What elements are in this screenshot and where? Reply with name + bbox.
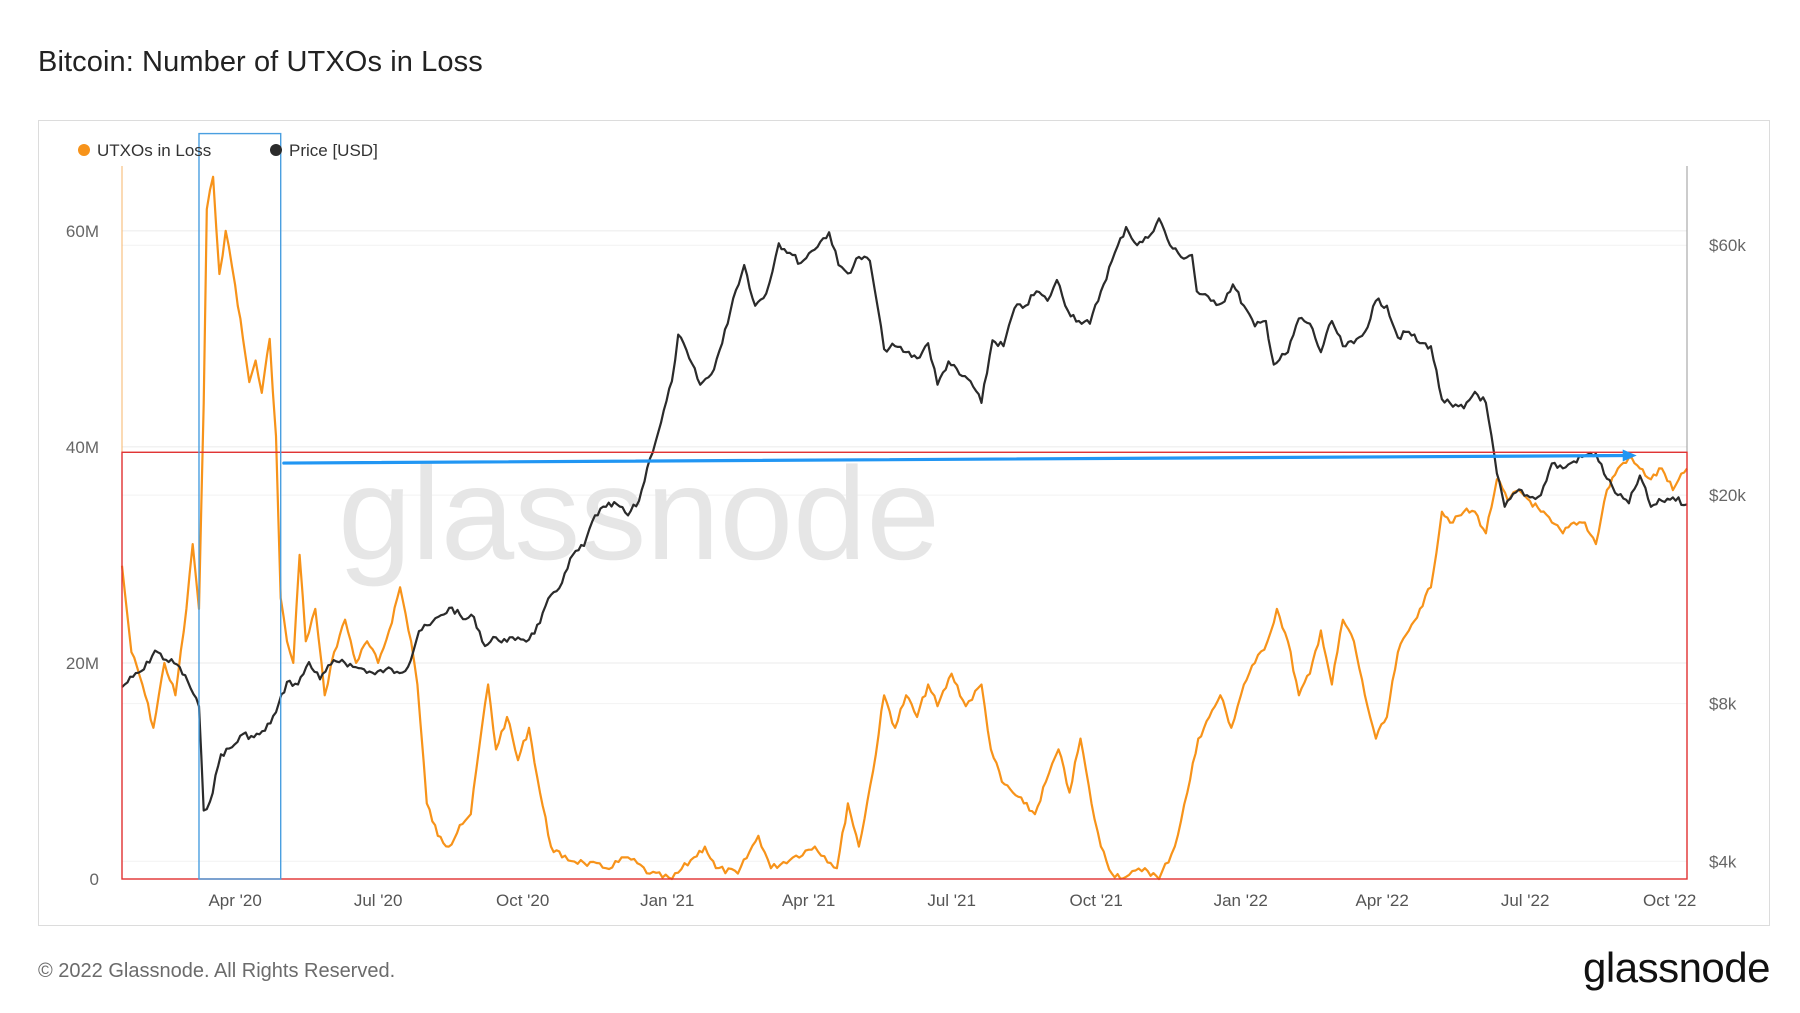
y-left-tick-label: 20M <box>66 654 99 673</box>
x-tick-label: Jul '22 <box>1501 891 1550 910</box>
y-right-tick-label: $60k <box>1709 236 1746 255</box>
y-left-tick-label: 0 <box>90 870 99 889</box>
x-tick-label: Apr '20 <box>208 891 261 910</box>
x-tick-label: Jan '22 <box>1214 891 1268 910</box>
chart-frame: glassnode 0 20M 40M 60M $4k $8k $20k $60k Apr '20… <box>38 120 1770 926</box>
legend-label-0: UTXOs in Loss <box>97 141 211 160</box>
x-tick-label: Jul '20 <box>354 891 403 910</box>
x-tick-label: Oct '21 <box>1070 891 1123 910</box>
x-tick-label: Oct '20 <box>496 891 549 910</box>
chart[interactable]: glassnode 0 20M 40M 60M $4k $8k $20k $60k Apr '20… <box>39 121 1771 927</box>
x-tick-label: Apr '21 <box>782 891 835 910</box>
glassnode-logo[interactable]: glassnode <box>1583 944 1770 991</box>
series-line-utxos-in-loss <box>120 175 1688 881</box>
annotation-arrow-head <box>1622 449 1637 462</box>
orange-dot-icon <box>78 144 90 156</box>
annotation-box-blue <box>198 132 282 880</box>
x-tick-label: Oct '22 <box>1643 891 1696 910</box>
annotation-box-red <box>121 451 1688 880</box>
y-right-tick-label: $4k <box>1709 852 1737 871</box>
y-right-tick-label: $20k <box>1709 486 1746 505</box>
watermark-text: glassnode <box>338 440 940 587</box>
annotation-arrow-line <box>282 453 1629 465</box>
y-left-tick-label: 40M <box>66 438 99 457</box>
legend-label-1: Price [USD] <box>289 141 378 160</box>
x-tick-label: Apr '22 <box>1355 891 1408 910</box>
x-tick-label: Jan '21 <box>640 891 694 910</box>
y-right-tick-label: $8k <box>1709 695 1737 714</box>
series-line-price <box>121 217 1688 812</box>
dark-dot-icon <box>270 144 282 156</box>
x-tick-label: Jul '21 <box>927 891 976 910</box>
footer-copyright: © 2022 Glassnode. All Rights Reserved. <box>38 960 396 982</box>
y-left-tick-label: 60M <box>66 222 99 241</box>
page-title: Bitcoin: Number of UTXOs in Loss <box>38 46 483 78</box>
